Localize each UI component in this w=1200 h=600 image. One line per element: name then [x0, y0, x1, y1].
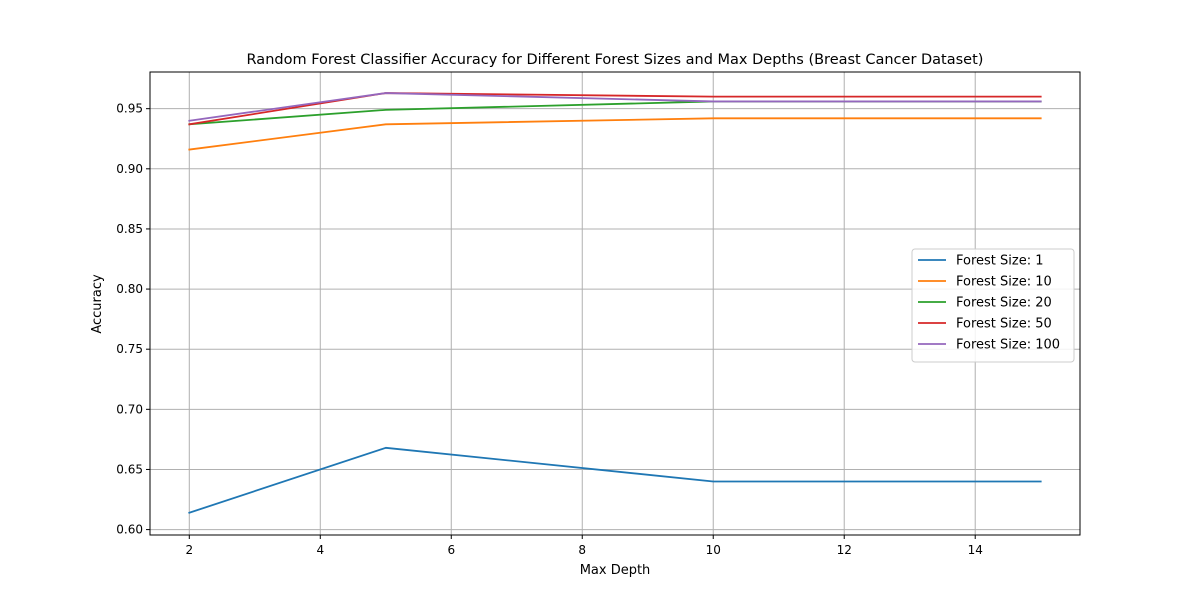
legend-label: Forest Size: 20 — [956, 296, 1052, 311]
y-tick-label: 0.60 — [116, 523, 143, 537]
x-tick-label: 8 — [578, 543, 586, 557]
x-tick-label: 6 — [447, 543, 455, 557]
x-tick-label: 12 — [837, 543, 852, 557]
y-axis-label: Accuracy — [90, 274, 105, 334]
y-tick-label: 0.80 — [116, 282, 143, 296]
x-tick-label: 10 — [706, 543, 721, 557]
y-tick-label: 0.85 — [116, 222, 143, 236]
legend-label: Forest Size: 10 — [956, 275, 1052, 290]
y-tick-label: 0.95 — [116, 102, 143, 116]
y-tick-label: 0.65 — [116, 462, 143, 476]
y-tick-label: 0.75 — [116, 342, 143, 356]
series-line-4 — [188, 92, 1042, 122]
x-tick-label: 2 — [185, 543, 193, 557]
y-tick-label: 0.70 — [116, 402, 143, 416]
x-tick-label: 4 — [316, 543, 324, 557]
x-axis-ticks: 2 4 6 8 10 12 14 — [185, 535, 983, 557]
legend-label: Forest Size: 50 — [956, 317, 1052, 332]
grid — [150, 72, 1080, 535]
x-tick-label: 14 — [968, 543, 983, 557]
x-axis-label: Max Depth — [580, 563, 651, 578]
series-line-3 — [188, 92, 1042, 126]
legend-label: Forest Size: 100 — [956, 338, 1060, 353]
y-axis-ticks: 0.60 0.65 0.70 0.75 0.80 0.85 0.90 0.95 — [116, 102, 150, 537]
legend: Forest Size: 1 Forest Size: 10 Forest Size… — [911, 248, 1075, 363]
series-line-1 — [188, 117, 1042, 151]
series-line-0 — [188, 446, 1042, 514]
chart-title: Random Forest Classifier Accuracy for Di… — [247, 52, 984, 68]
series-lines — [188, 92, 1042, 514]
y-tick-label: 0.90 — [116, 162, 143, 176]
plot-area-frame — [149, 71, 1081, 536]
legend-label: Forest Size: 1 — [956, 254, 1044, 269]
legend-box — [911, 248, 1075, 363]
